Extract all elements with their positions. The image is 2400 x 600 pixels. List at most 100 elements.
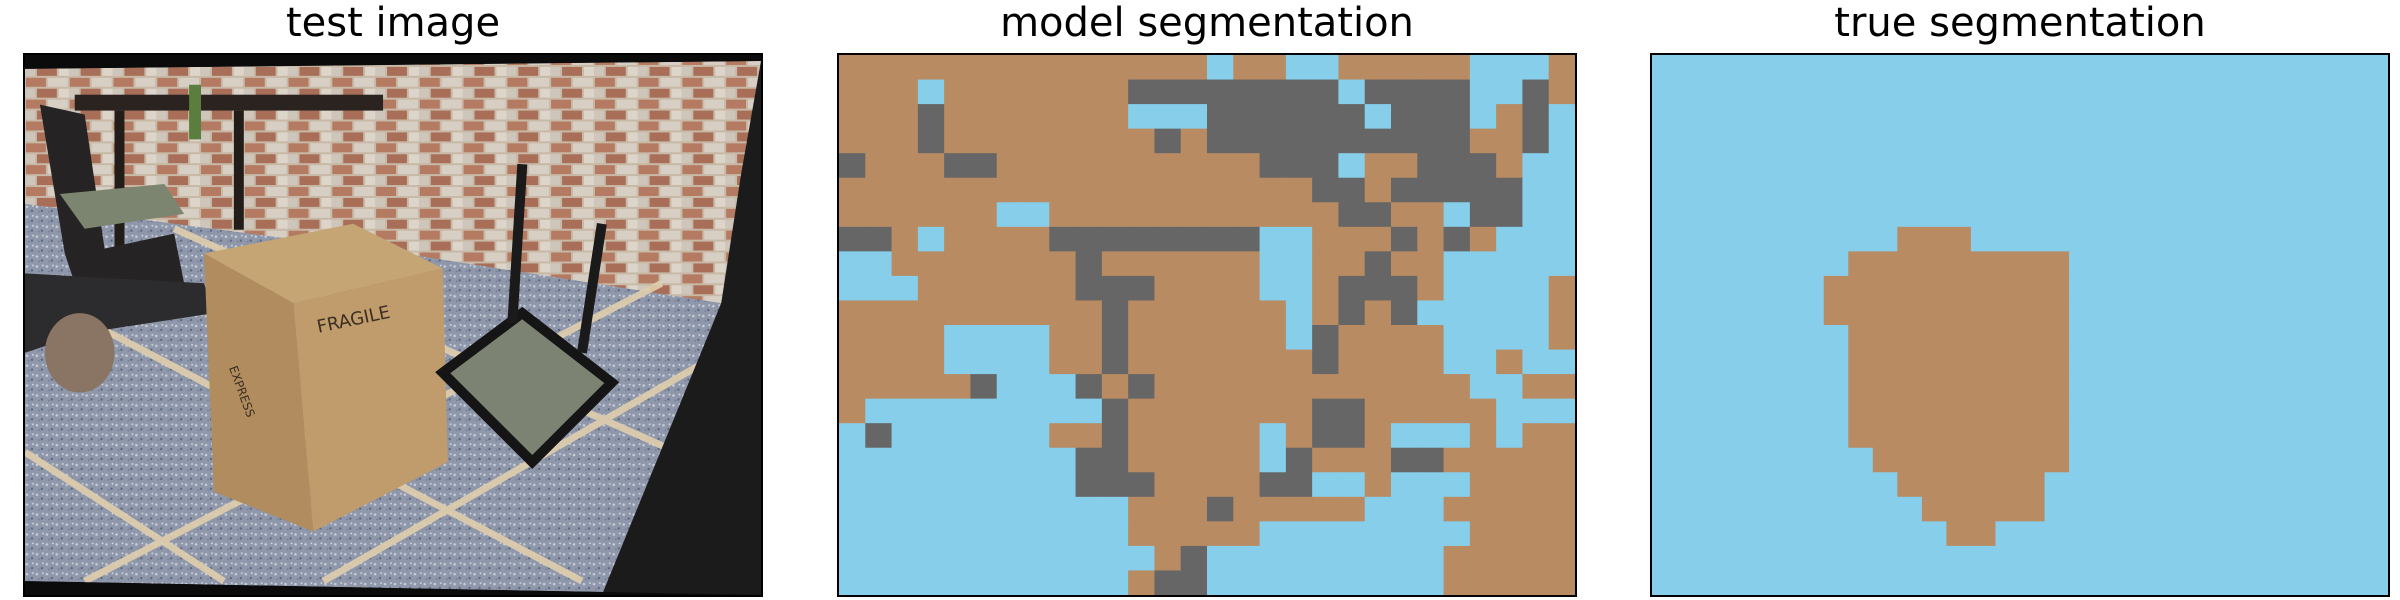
- true-cell-background: [1799, 177, 1825, 203]
- true-cell-background: [2289, 447, 2315, 473]
- model-cell-floor: [1180, 496, 1208, 522]
- model-cell-background: [1522, 275, 1550, 301]
- model-cell-background: [1285, 570, 1313, 595]
- model-cell-background: [1338, 521, 1366, 547]
- model-cell-floor: [1154, 472, 1182, 498]
- true-cell-background: [1750, 570, 1776, 595]
- true-cell-floor: [2044, 349, 2070, 375]
- model-cell-background: [1469, 251, 1497, 277]
- true-cell-background: [1897, 570, 1923, 595]
- true-cell-background: [1823, 79, 1849, 105]
- model-cell-floor: [944, 226, 971, 252]
- true-cell-background: [1725, 472, 1751, 498]
- true-cell-background: [1970, 79, 1996, 105]
- true-cell-background: [1921, 55, 1947, 81]
- true-cell-background: [2289, 226, 2315, 252]
- true-cell-floor: [1848, 374, 1874, 400]
- true-cell-background: [1995, 153, 2021, 179]
- model-cell-floor: [1548, 300, 1575, 326]
- model-cell-background: [1417, 300, 1445, 326]
- model-cell-floor: [996, 55, 1024, 81]
- true-cell-background: [2191, 104, 2217, 130]
- true-cell-background: [2167, 128, 2193, 154]
- true-cell-background: [1995, 226, 2021, 252]
- model-cell-floor: [839, 325, 866, 351]
- true-cell-floor: [1970, 521, 1996, 547]
- true-cell-floor: [1921, 447, 1947, 473]
- true-cell-background: [1995, 521, 2021, 547]
- true-cell-background: [2289, 104, 2315, 130]
- true-cell-background: [2289, 177, 2315, 203]
- model-cell-floor: [1417, 55, 1445, 81]
- model-cell-floor: [1075, 325, 1103, 351]
- true-cell-background: [2142, 447, 2168, 473]
- true-cell-background: [2044, 545, 2070, 571]
- model-cell-floor: [1128, 349, 1155, 375]
- model-cell-wall: [1443, 104, 1471, 130]
- model-cell-wall: [1101, 300, 1129, 326]
- true-cell-background: [2020, 55, 2046, 81]
- model-cell-wall: [1443, 153, 1471, 179]
- true-cell-background: [2093, 202, 2119, 228]
- model-cell-background: [1443, 325, 1471, 351]
- true-cell-background: [2289, 325, 2315, 351]
- model-cell-wall: [1391, 226, 1418, 252]
- model-cell-background: [970, 472, 998, 498]
- model-cell-background: [1023, 570, 1050, 595]
- true-cell-background: [2289, 300, 2315, 326]
- true-cell-floor: [1970, 275, 1996, 301]
- model-cell-background: [1233, 545, 1261, 571]
- model-cell-floor: [1075, 79, 1103, 105]
- true-cell-background: [2338, 521, 2364, 547]
- true-cell-background: [2069, 447, 2095, 473]
- model-cell-background: [1417, 496, 1445, 522]
- true-cell-background: [2142, 374, 2168, 400]
- true-cell-background: [1995, 177, 2021, 203]
- true-cell-floor: [1970, 325, 1996, 351]
- model-cell-background: [1312, 472, 1339, 498]
- model-cell-floor: [1180, 472, 1208, 498]
- model-cell-wall: [1207, 79, 1234, 105]
- true-cell-background: [2289, 349, 2315, 375]
- model-cell-wall: [839, 226, 866, 252]
- true-cell-background: [2265, 398, 2291, 424]
- true-cell-floor: [1921, 226, 1947, 252]
- model-cell-wall: [1312, 349, 1339, 375]
- true-cell-background: [1946, 55, 1972, 81]
- model-cell-background: [1312, 521, 1339, 547]
- model-cell-floor: [1548, 275, 1575, 301]
- model-cell-background: [970, 423, 998, 449]
- true-cell-background: [2191, 398, 2217, 424]
- true-cell-background: [1701, 374, 1727, 400]
- true-cell-background: [1823, 128, 1849, 154]
- true-cell-background: [2191, 202, 2217, 228]
- model-cell-floor: [1233, 374, 1261, 400]
- model-cell-background: [944, 398, 971, 424]
- true-cell-floor: [1970, 447, 1996, 473]
- true-cell-background: [1848, 570, 1874, 595]
- true-cell-background: [2314, 496, 2340, 522]
- model-cell-floor: [1154, 177, 1182, 203]
- model-cell-floor: [1338, 325, 1366, 351]
- true-cell-background: [2314, 447, 2340, 473]
- true-cell-background: [2069, 153, 2095, 179]
- model-cell-floor: [891, 177, 919, 203]
- true-cell-background: [2167, 570, 2193, 595]
- true-cell-background: [2118, 226, 2144, 252]
- true-cell-background: [2314, 349, 2340, 375]
- true-cell-background: [2216, 545, 2242, 571]
- model-cell-floor: [1128, 423, 1155, 449]
- true-cell-floor: [1897, 251, 1923, 277]
- model-cell-floor: [917, 202, 945, 228]
- model-cell-background: [1417, 521, 1445, 547]
- true-cell-background: [2240, 398, 2266, 424]
- model-cell-background: [970, 570, 998, 595]
- true-cell-background: [2167, 300, 2193, 326]
- true-cell-background: [1750, 374, 1776, 400]
- model-cell-background: [839, 570, 866, 595]
- true-cell-background: [2044, 570, 2070, 595]
- model-cell-background: [1049, 398, 1077, 424]
- true-cell-background: [2216, 447, 2242, 473]
- true-cell-background: [2216, 570, 2242, 595]
- true-cell-background: [2314, 570, 2340, 595]
